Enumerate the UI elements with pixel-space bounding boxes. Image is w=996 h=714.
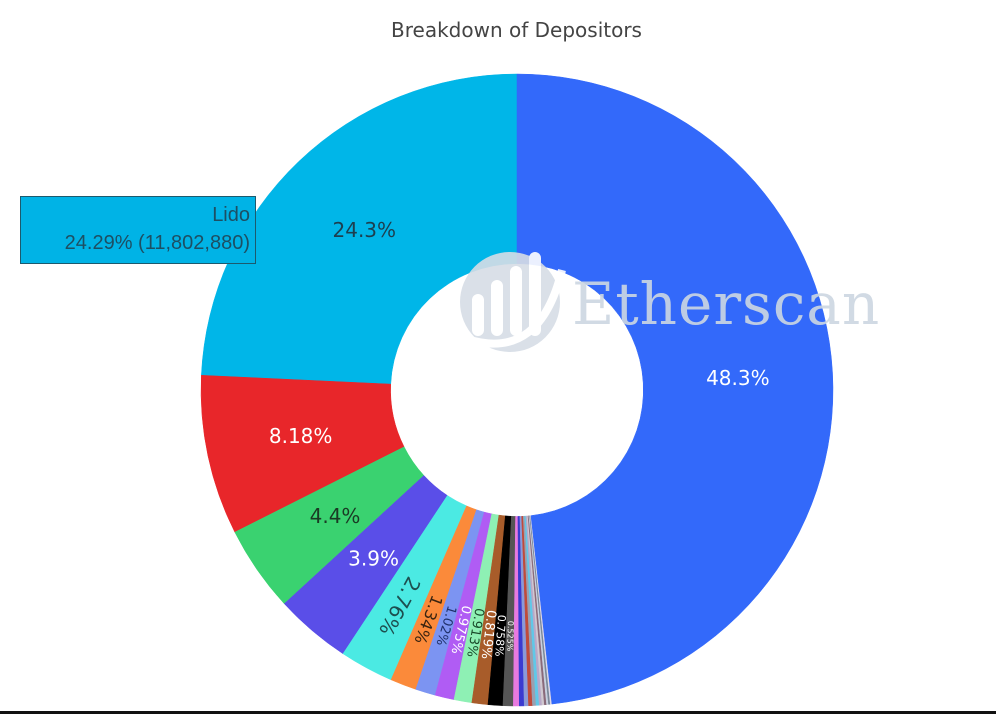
tooltip-label: Lido <box>212 204 250 226</box>
etherscan-watermark: Etherscan <box>460 252 880 352</box>
svg-text:Etherscan: Etherscan <box>572 270 880 338</box>
slice-percent-label: 24.3% <box>333 218 397 242</box>
slice-percent-label: 0.525% <box>505 621 515 652</box>
slice-percent-label: 48.3% <box>706 366 770 390</box>
tooltip-detail: 24.29% (11,802,880) <box>64 232 250 254</box>
slice-percent-label: 8.18% <box>269 424 333 448</box>
slice-percent-label: 0.819% <box>478 609 499 660</box>
donut-slices <box>200 73 834 707</box>
chart-title: Breakdown of Depositors <box>391 18 642 42</box>
bottom-border <box>0 711 996 714</box>
slice-labels: 24.3%8.18%4.4%3.9%2.76%1.34%1.02%0.975%0… <box>269 218 770 660</box>
slice-percent-label: 0.758% <box>492 614 508 657</box>
hover-tooltip: Lido 24.29% (11,802,880) <box>20 196 280 264</box>
donut-slice-lido[interactable] <box>201 73 518 385</box>
slice-percent-label: 4.4% <box>310 504 361 528</box>
donut-slice[interactable] <box>516 73 834 705</box>
slice-percent-label: 3.9% <box>348 546 399 570</box>
